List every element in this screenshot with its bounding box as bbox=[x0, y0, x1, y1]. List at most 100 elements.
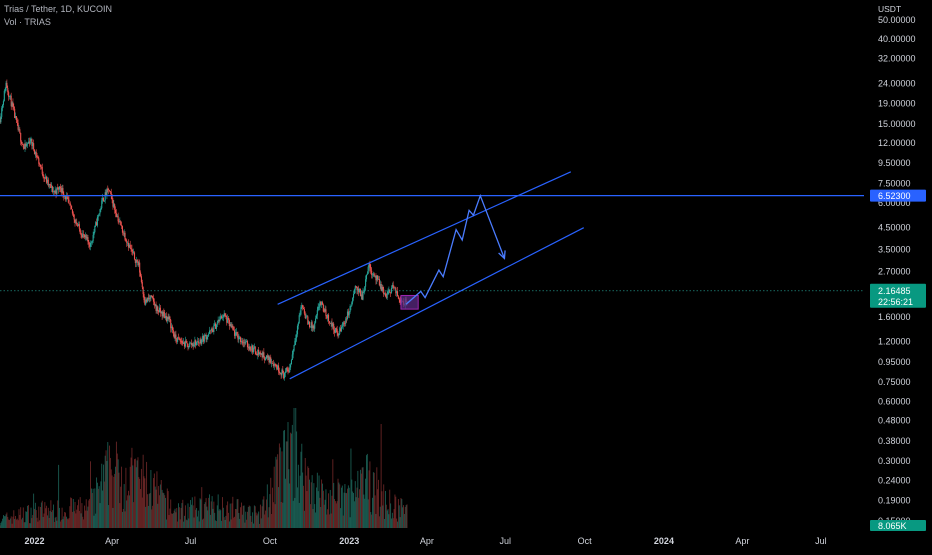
candle-body bbox=[118, 216, 119, 222]
candle-body bbox=[33, 143, 34, 149]
volume-bar bbox=[347, 489, 348, 528]
candle-body bbox=[318, 307, 319, 308]
candle-body bbox=[139, 263, 140, 273]
candle-body bbox=[42, 167, 43, 174]
volume-bar bbox=[37, 522, 38, 528]
volume-bar bbox=[405, 507, 406, 528]
volume-bar bbox=[156, 471, 157, 528]
candle-body bbox=[181, 341, 182, 342]
volume-bar bbox=[260, 505, 261, 528]
volume-bar bbox=[350, 517, 351, 528]
volume-bar bbox=[243, 506, 244, 528]
volume-bar bbox=[49, 518, 50, 528]
volume-bar bbox=[132, 465, 133, 528]
volume-bar bbox=[255, 506, 256, 528]
candle-body bbox=[352, 298, 353, 302]
volume-bar bbox=[84, 506, 85, 528]
volume-bar bbox=[334, 499, 335, 528]
y-tick-label: 0.19000 bbox=[878, 496, 911, 506]
volume-bar bbox=[270, 478, 271, 528]
candle-body bbox=[298, 323, 299, 326]
volume-bar bbox=[80, 497, 81, 528]
volume-bar bbox=[220, 510, 221, 528]
candle-body bbox=[115, 210, 116, 213]
candle-body bbox=[333, 324, 334, 330]
volume-bar bbox=[174, 511, 175, 528]
volume-bar bbox=[19, 515, 20, 528]
volume-bar bbox=[44, 502, 45, 528]
candle-body bbox=[56, 187, 57, 194]
candle-body bbox=[300, 307, 301, 314]
volume-bar bbox=[36, 510, 37, 528]
y-tick-label: 0.75000 bbox=[878, 377, 911, 387]
volume-bar bbox=[28, 505, 29, 528]
volume-bar bbox=[12, 517, 13, 528]
volume-bar bbox=[151, 509, 152, 528]
volume-bar bbox=[70, 497, 71, 528]
volume-bar bbox=[378, 480, 379, 528]
volume-bar bbox=[121, 467, 122, 528]
volume-bar bbox=[253, 524, 254, 528]
y-tick-label: 3.50000 bbox=[878, 244, 911, 254]
volume-bar bbox=[22, 518, 23, 528]
volume-bar bbox=[226, 505, 227, 528]
candle-body bbox=[94, 226, 95, 232]
volume-bar bbox=[90, 461, 91, 528]
candle-body bbox=[60, 187, 61, 189]
volume-bar bbox=[244, 523, 245, 528]
volume-bar bbox=[225, 516, 226, 528]
volume-bar bbox=[323, 491, 324, 528]
volume-bar bbox=[383, 484, 384, 528]
candle-body bbox=[110, 191, 111, 192]
candle-body bbox=[397, 291, 398, 296]
volume-bar bbox=[221, 521, 222, 528]
volume-bar bbox=[50, 511, 51, 528]
candle-body bbox=[338, 334, 339, 336]
candle-body bbox=[337, 329, 338, 333]
candle-body bbox=[6, 83, 7, 88]
volume-bar bbox=[391, 519, 392, 528]
volume-bar bbox=[6, 514, 7, 528]
y-tick-label: 7.50000 bbox=[878, 179, 911, 189]
volume-bar bbox=[189, 507, 190, 528]
volume-bar bbox=[82, 517, 83, 528]
volume-bar bbox=[254, 505, 255, 528]
volume-bar bbox=[338, 479, 339, 528]
volume-bar bbox=[300, 476, 301, 528]
volume-bar bbox=[373, 472, 374, 528]
candle-body bbox=[318, 307, 319, 310]
volume-bar bbox=[161, 480, 162, 528]
candle-body bbox=[26, 144, 27, 146]
candle-body bbox=[125, 240, 126, 241]
volume-bar bbox=[273, 502, 274, 528]
volume-bar bbox=[31, 518, 32, 528]
volume-bar bbox=[241, 503, 242, 528]
volume-bar bbox=[275, 457, 276, 528]
candle-body bbox=[291, 360, 292, 364]
volume-bar bbox=[128, 491, 129, 528]
volume-bar bbox=[54, 522, 55, 528]
volume-bar bbox=[130, 467, 131, 528]
volume-bar bbox=[388, 509, 389, 528]
candle-body bbox=[91, 243, 92, 244]
volume-bar bbox=[40, 507, 41, 528]
candle-body bbox=[13, 107, 14, 109]
volume-bar bbox=[181, 503, 182, 528]
volume-bar bbox=[234, 517, 235, 528]
volume-bar bbox=[271, 514, 272, 528]
candle-body bbox=[304, 309, 305, 314]
volume-bar bbox=[259, 524, 260, 528]
volume-bar bbox=[354, 501, 355, 528]
volume-bar bbox=[163, 493, 164, 528]
candle-body bbox=[272, 363, 273, 364]
candle-body bbox=[92, 241, 93, 243]
volume-bar bbox=[247, 512, 248, 528]
volume-bar bbox=[113, 477, 114, 528]
volume-bar bbox=[353, 493, 354, 528]
volume-bar bbox=[396, 519, 397, 528]
volume-bar bbox=[258, 512, 259, 528]
volume-bar bbox=[371, 515, 372, 528]
volume-bar bbox=[185, 505, 186, 528]
